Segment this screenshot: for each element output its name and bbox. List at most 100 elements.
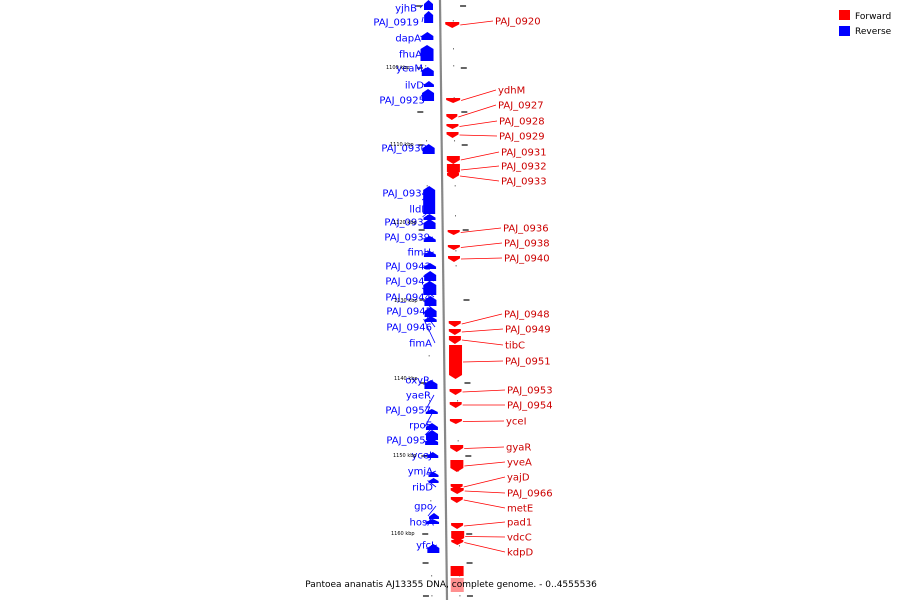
gene-paj-0944-label[interactable]: PAJ_0944 <box>385 293 431 304</box>
gene-paj-0933-label[interactable]: PAJ_0933 <box>501 177 547 188</box>
gene-paj-0928-label[interactable]: PAJ_0928 <box>499 117 545 128</box>
gene-ribd-label[interactable]: ribD <box>412 483 433 494</box>
gene-paj-0959-label[interactable]: PAJ_0959 <box>386 436 432 447</box>
gene-rpoe-shape[interactable] <box>426 430 439 440</box>
gene-paj-0930-label[interactable]: PAJ_0930 <box>381 144 427 155</box>
gene-vdcc-shape[interactable] <box>451 531 465 542</box>
gene-paj-0957-label[interactable]: PAJ_0957 <box>385 406 431 417</box>
gene-dapa-label[interactable]: dapA <box>395 34 421 45</box>
gene-paj-0931-shape[interactable] <box>446 156 460 164</box>
gene-paj-0937-label[interactable]: PAJ_0937 <box>384 218 430 229</box>
gene-ydhm-shape[interactable] <box>446 98 461 103</box>
gene-paj-0957-shape[interactable] <box>425 423 438 430</box>
gene-ydhm-label[interactable]: ydhM <box>498 86 525 97</box>
gene-paj-0929-shape[interactable] <box>446 132 459 138</box>
gene-yvea-shape[interactable] <box>450 460 464 472</box>
gene-paj-0949-shape[interactable] <box>448 329 461 335</box>
gene-paj-0934-label[interactable]: PAJ_0934 <box>382 189 428 200</box>
gene-paj-0934-shape[interactable] <box>423 186 436 214</box>
gene-ymja-label[interactable]: ymjA <box>408 467 433 478</box>
gene-pad1-shape[interactable] <box>451 523 464 529</box>
gene-paj-0954-label[interactable]: PAJ_0954 <box>507 401 553 412</box>
gene-yeam-shape[interactable] <box>421 67 434 76</box>
gene-mete-shape[interactable] <box>450 497 463 503</box>
gene-gpo-label[interactable]: gpo <box>414 502 433 513</box>
gene-paj-0948-label[interactable]: PAJ_0948 <box>504 310 550 321</box>
gene-yjhb-shape[interactable] <box>424 0 433 10</box>
gene-paj-0936-label[interactable]: PAJ_0936 <box>503 224 549 235</box>
gene-paj-0946-label[interactable]: PAJ_0946 <box>386 323 432 334</box>
gene-paj-0939-label[interactable]: PAJ_0939 <box>384 233 430 244</box>
gene-dapa-shape[interactable] <box>421 32 434 40</box>
gene-ycej-label[interactable]: yceJ <box>411 451 432 462</box>
gene-fimh-shape[interactable] <box>423 251 436 257</box>
gene-paj-0953-shape[interactable] <box>449 389 462 395</box>
gene-paj-0937-shape[interactable] <box>423 219 436 229</box>
gene-ycei-shape[interactable] <box>449 419 462 424</box>
gene-mete-label[interactable]: metE <box>507 504 533 515</box>
gene-paj-0951-shape[interactable] <box>449 345 463 379</box>
gene-paj-0930-shape[interactable] <box>422 144 435 154</box>
gene-gpo-shape[interactable] <box>428 513 439 519</box>
gene-paj-0945-label[interactable]: PAJ_0945 <box>386 307 432 318</box>
gene-paj-0939-shape[interactable] <box>423 236 436 242</box>
gene-rpoe-label[interactable]: rpoE <box>409 421 432 432</box>
gene-paj-0953-label[interactable]: PAJ_0953 <box>507 386 553 397</box>
gene-paj-0940-shape[interactable] <box>447 256 460 262</box>
gene-ilvd-label[interactable]: ilvD <box>405 81 424 92</box>
gene-lldd-shape[interactable] <box>423 214 436 220</box>
gene-paj-0948-shape[interactable] <box>448 321 461 327</box>
gene-yeam-label[interactable]: yeaM <box>396 64 423 75</box>
gene-vdcc-label[interactable]: vdcC <box>507 533 532 544</box>
gene-paj-0929-label[interactable]: PAJ_0929 <box>499 132 545 143</box>
gene-fimh-label[interactable]: fimH <box>407 248 431 259</box>
gene-ribd-shape[interactable] <box>428 478 439 483</box>
gene-gyar-shape[interactable] <box>450 445 464 452</box>
gene-fhua-shape[interactable] <box>420 45 434 61</box>
gene-ycei-label[interactable]: yceI <box>506 417 527 428</box>
gene-paj-0938-shape[interactable] <box>447 245 460 250</box>
gene-paj-0966-shape[interactable] <box>450 488 464 494</box>
gene-hosa-label[interactable]: hosA <box>409 518 434 529</box>
gene-paj-0946-shape[interactable] <box>424 307 437 317</box>
gene-tibc-shape[interactable] <box>448 336 461 344</box>
gene-paj-0945-shape[interactable] <box>424 296 437 306</box>
gene-paj-0920-shape[interactable] <box>445 22 460 28</box>
gene-paj-0940-label[interactable]: PAJ_0940 <box>504 254 550 265</box>
gene-oxyr-label[interactable]: oxyR <box>405 376 430 387</box>
gene-yaer-label[interactable]: yaeR <box>406 391 431 402</box>
gene-paj-0931-label[interactable]: PAJ_0931 <box>501 148 547 159</box>
gene-yjhb-label[interactable]: yjhB <box>395 4 417 15</box>
gene-kdpd-shape[interactable] <box>451 540 464 545</box>
gene-yfcj-label[interactable]: yfcJ <box>416 541 434 552</box>
gene-paj-0920-label[interactable]: PAJ_0920 <box>495 17 541 28</box>
gene-yaer-shape[interactable] <box>425 409 438 414</box>
gene-fhua-label[interactable]: fhuA <box>399 50 422 61</box>
gene-paj-0933-shape[interactable] <box>447 173 460 179</box>
gene-paj-0954-shape[interactable] <box>449 402 462 408</box>
gene-ymja-shape[interactable] <box>428 472 439 477</box>
gene-paj-0959-shape[interactable] <box>425 438 439 445</box>
gene-paj-0951-label[interactable]: PAJ_0951 <box>505 357 551 368</box>
gene-yvea-label[interactable]: yveA <box>507 458 532 469</box>
gene-fima-shape[interactable] <box>424 316 437 322</box>
gene-ilvd-shape[interactable] <box>423 81 434 87</box>
gene-paj-0925-label[interactable]: PAJ_0925 <box>379 96 425 107</box>
gene-paj-0919-shape[interactable] <box>424 11 434 23</box>
gene-fima-label[interactable]: fimA <box>409 339 432 350</box>
gene-paj-0927-shape[interactable] <box>446 114 458 120</box>
gene-paj-0928-shape[interactable] <box>446 124 459 129</box>
gene-yajd-label[interactable]: yajD <box>507 473 530 484</box>
gene-paj-0938-label[interactable]: PAJ_0938 <box>504 239 550 250</box>
gene-paj-0919-label[interactable]: PAJ_0919 <box>373 18 419 29</box>
gene-paj-0943-label[interactable]: PAJ_0943 <box>385 277 431 288</box>
gene-paj-0966-label[interactable]: PAJ_0966 <box>507 489 553 500</box>
gene-pad1-label[interactable]: pad1 <box>507 518 532 529</box>
gene-gyar-label[interactable]: gyaR <box>506 443 531 454</box>
gene-paj-0942-label[interactable]: PAJ_0942 <box>385 262 431 273</box>
gene-paj-0927-label[interactable]: PAJ_0927 <box>498 101 544 112</box>
gene-yajd-shape[interactable] <box>450 484 463 490</box>
gene-yfcj-shape[interactable] <box>427 544 440 553</box>
gene-paj-0936-shape[interactable] <box>447 230 460 235</box>
gene-lldd-label[interactable]: lldD <box>409 205 429 216</box>
